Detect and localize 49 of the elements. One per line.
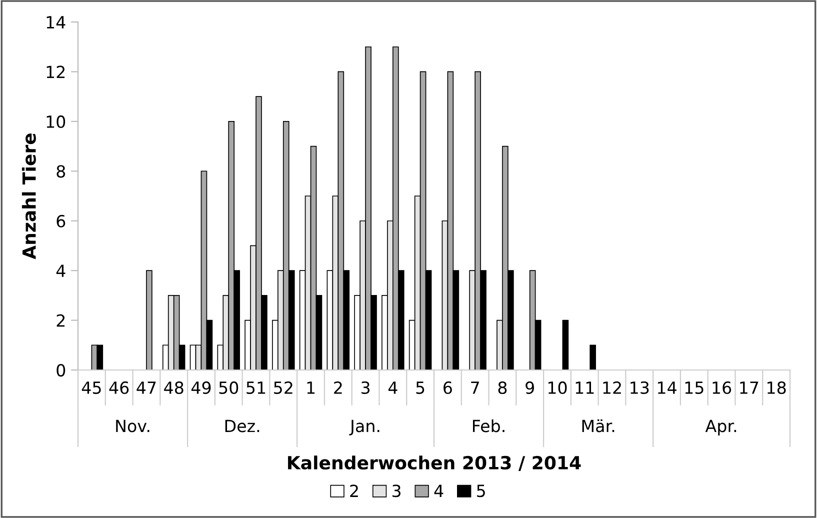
x-tick-label: 8 (498, 381, 507, 394)
text: Nov. (116, 420, 150, 432)
x-tick-label: 16 (712, 381, 732, 394)
text: Feb. (473, 419, 504, 432)
x-tick-label: 11 (576, 382, 594, 394)
x-tick-label: 12 (603, 381, 621, 394)
y-tick-label: 0 (56, 364, 66, 377)
x-tick-label: 15 (685, 382, 704, 394)
bar (590, 344, 596, 370)
bar (562, 320, 569, 370)
text: Apr. (705, 420, 736, 436)
y-tick-label: 6 (56, 214, 66, 228)
x-tick-label: 51 (246, 382, 266, 394)
x-tick-label: 13 (630, 381, 649, 394)
x-tick-label: 48 (164, 381, 184, 394)
x-tick-label: 52 (274, 381, 292, 394)
x-tick-label: 3 (362, 381, 370, 394)
x-tick-label: 1 (307, 382, 315, 394)
x-tick-label: 14 (658, 382, 676, 394)
y-tick-label: 4 (56, 264, 66, 277)
y-tick-label: 12 (46, 66, 65, 78)
x-tick-label: 45 (82, 382, 101, 394)
x-axis-title: Kalenderwochen 2013 / 2014 (288, 456, 581, 471)
text: Dez. (225, 420, 260, 432)
y-tick-label: 10 (46, 115, 66, 128)
x-tick-label: 10 (548, 381, 567, 394)
legend-label: 4 (434, 484, 444, 497)
bar (146, 270, 152, 370)
x-tick-label: 49 (191, 381, 211, 394)
y-tick-label: 14 (46, 16, 66, 28)
text: Jan. (349, 420, 380, 436)
y-axis-title: Anzahl Tiere (22, 134, 36, 260)
text: Mär. (582, 419, 614, 432)
x-tick-label: 2 (334, 381, 342, 394)
legend-label: 2 (350, 484, 358, 497)
x-tick-label: 47 (136, 382, 156, 394)
legend-label: 5 (477, 484, 485, 498)
x-tick-label: 18 (768, 381, 786, 394)
x-tick-label: 17 (740, 382, 758, 394)
x-tick-label: 4 (388, 382, 398, 394)
y-tick-label: 2 (56, 314, 65, 327)
x-tick-label: 7 (471, 382, 479, 394)
legend-label: 3 (392, 484, 400, 498)
x-tick-label: 5 (416, 382, 424, 394)
x-tick-label: 6 (444, 381, 452, 394)
x-tick-label: 46 (109, 381, 129, 394)
x-tick-label: 50 (219, 381, 238, 394)
y-tick-label: 8 (56, 165, 66, 178)
x-tick-label: 9 (526, 381, 534, 394)
